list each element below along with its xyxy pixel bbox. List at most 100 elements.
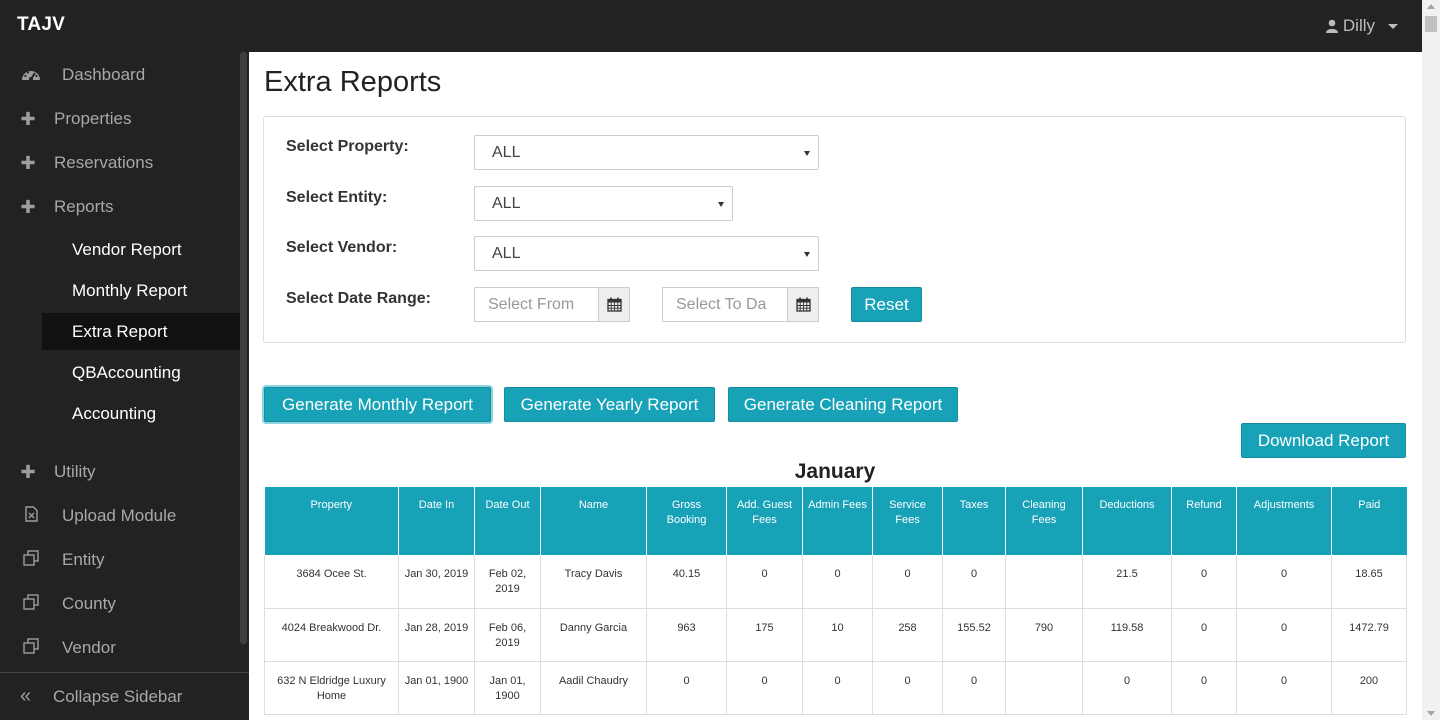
- generate-cleaning-report-button[interactable]: Generate Cleaning Report: [728, 387, 958, 422]
- chevron-down-icon: [804, 252, 810, 257]
- table-cell: 0: [872, 555, 943, 609]
- sidebar-item-properties[interactable]: ✚ Properties: [0, 99, 240, 139]
- sidebar-item-utility[interactable]: ✚ Utility: [0, 452, 240, 492]
- vendor-label: Select Vendor:: [286, 239, 398, 256]
- sidebar-scrollbar[interactable]: [240, 52, 247, 644]
- table-cell: Tracy Davis: [540, 555, 647, 609]
- user-menu[interactable]: Dilly: [1325, 16, 1398, 36]
- table-cell: 0: [1171, 661, 1237, 715]
- table-row: 3684 Ocee St. Jan 30, 2019 Feb 02, 2019 …: [264, 555, 1407, 609]
- sidebar-item-county[interactable]: County: [0, 584, 240, 624]
- user-name: Dilly: [1342, 16, 1375, 35]
- table-cell: Feb 02, 2019: [474, 555, 541, 609]
- column-header[interactable]: Date Out: [474, 487, 541, 555]
- table-cell: Jan 28, 2019: [398, 608, 475, 662]
- plus-icon: ✚: [20, 108, 36, 129]
- sidebar-item-reports[interactable]: ✚ Reports: [0, 187, 240, 227]
- sidebar-subitem-extra-report[interactable]: Extra Report: [42, 313, 240, 350]
- table-cell: 119.58: [1082, 608, 1172, 662]
- table-header-row: Property Date In Date Out Name Gross Boo…: [264, 487, 1407, 555]
- collapse-sidebar-button[interactable]: « Collapse Sidebar: [0, 672, 249, 720]
- date-to-calendar-button[interactable]: [787, 287, 819, 322]
- column-header[interactable]: Taxes: [942, 487, 1006, 555]
- calendar-icon: [795, 297, 811, 312]
- table-cell: [1005, 661, 1083, 715]
- table-cell: Jan 01, 1900: [474, 661, 541, 715]
- sidebar-item-label: Vendor: [62, 638, 116, 657]
- clone-icon: [20, 593, 42, 615]
- table-cell: 1472.79: [1331, 608, 1407, 662]
- clone-icon: [20, 549, 42, 571]
- scroll-up-icon[interactable]: [1427, 4, 1435, 9]
- column-header[interactable]: Name: [540, 487, 647, 555]
- sidebar-item-label: County: [62, 594, 116, 613]
- entity-label: Select Entity:: [286, 189, 388, 206]
- sidebar-item-label: Dashboard: [62, 65, 146, 84]
- sidebar-item-label: Reports: [54, 197, 114, 216]
- column-header[interactable]: Refund: [1171, 487, 1237, 555]
- page-title: Extra Reports: [264, 66, 442, 98]
- table-cell: 200: [1331, 661, 1407, 715]
- sidebar-item-label: Properties: [54, 109, 132, 128]
- date-to-input[interactable]: Select To Da: [662, 287, 788, 322]
- top-navbar: TAJV Dilly: [0, 0, 1422, 52]
- sidebar-subitem-qbaccounting[interactable]: QBAccounting: [72, 362, 181, 382]
- column-header[interactable]: Add. Guest Fees: [726, 487, 803, 555]
- download-report-button[interactable]: Download Report: [1241, 423, 1406, 458]
- table-cell: 175: [726, 608, 803, 662]
- sidebar-subitem-accounting[interactable]: Accounting: [72, 403, 157, 423]
- table-cell: Jan 01, 1900: [398, 661, 475, 715]
- table-cell: 0: [1236, 608, 1332, 662]
- sidebar-item-label: Reservations: [54, 153, 154, 172]
- table-cell: 0: [872, 661, 943, 715]
- sidebar-item-label: Utility: [54, 462, 96, 481]
- column-header[interactable]: Property: [264, 487, 399, 555]
- clone-icon: [20, 637, 42, 659]
- table-cell: 10: [802, 608, 873, 662]
- table-cell: 0: [942, 661, 1006, 715]
- column-header[interactable]: Adjustments: [1236, 487, 1332, 555]
- page-scrollbar[interactable]: [1422, 0, 1440, 720]
- vendor-select-value: ALL: [492, 244, 521, 262]
- column-header[interactable]: Admin Fees: [802, 487, 873, 555]
- chevron-down-icon: [718, 202, 724, 207]
- sidebar-item-upload-module[interactable]: Upload Module: [0, 496, 240, 536]
- date-from-calendar-button[interactable]: [598, 287, 630, 322]
- generate-monthly-report-button[interactable]: Generate Monthly Report: [264, 387, 491, 422]
- table-cell: 0: [726, 661, 803, 715]
- entity-select[interactable]: ALL: [474, 186, 733, 221]
- table-cell: 0: [646, 661, 727, 715]
- table-cell: 21.5: [1082, 555, 1172, 609]
- vendor-select[interactable]: ALL: [474, 236, 819, 271]
- sidebar-item-reservations[interactable]: ✚ Reservations: [0, 143, 240, 183]
- table-cell: 155.52: [942, 608, 1006, 662]
- table-cell: 0: [1171, 608, 1237, 662]
- table-cell: Feb 06, 2019: [474, 608, 541, 662]
- property-select[interactable]: ALL: [474, 135, 819, 170]
- sidebar-item-entity[interactable]: Entity: [0, 540, 240, 580]
- table-cell: 632 N Eldridge Luxury Home: [264, 661, 399, 715]
- sidebar-item-label: Upload Module: [62, 506, 177, 525]
- sidebar-subitem-vendor-report[interactable]: Vendor Report: [72, 239, 182, 259]
- scroll-down-icon[interactable]: [1427, 711, 1435, 716]
- table-cell: 18.65: [1331, 555, 1407, 609]
- table-row: 4024 Breakwood Dr. Jan 28, 2019 Feb 06, …: [264, 608, 1407, 662]
- generate-yearly-report-button[interactable]: Generate Yearly Report: [504, 387, 715, 422]
- sidebar-item-label: Entity: [62, 550, 105, 569]
- date-from-input[interactable]: Select From: [474, 287, 599, 322]
- sidebar-subitem-monthly-report[interactable]: Monthly Report: [72, 280, 188, 300]
- column-header[interactable]: Service Fees: [872, 487, 943, 555]
- column-header[interactable]: Deductions: [1082, 487, 1172, 555]
- sidebar-item-dashboard[interactable]: Dashboard: [0, 55, 240, 95]
- column-header[interactable]: Gross Booking: [646, 487, 727, 555]
- reset-button[interactable]: Reset: [851, 287, 922, 322]
- column-header[interactable]: Date In: [398, 487, 475, 555]
- plus-icon: ✚: [20, 461, 36, 482]
- double-chevron-left-icon: «: [20, 685, 32, 707]
- sidebar-item-vendor[interactable]: Vendor: [0, 628, 240, 668]
- table-cell: 3684 Ocee St.: [264, 555, 399, 609]
- brand-logo[interactable]: TAJV: [17, 14, 65, 35]
- column-header[interactable]: Paid: [1331, 487, 1407, 555]
- column-header[interactable]: Cleaning Fees: [1005, 487, 1083, 555]
- scroll-thumb[interactable]: [1425, 16, 1437, 32]
